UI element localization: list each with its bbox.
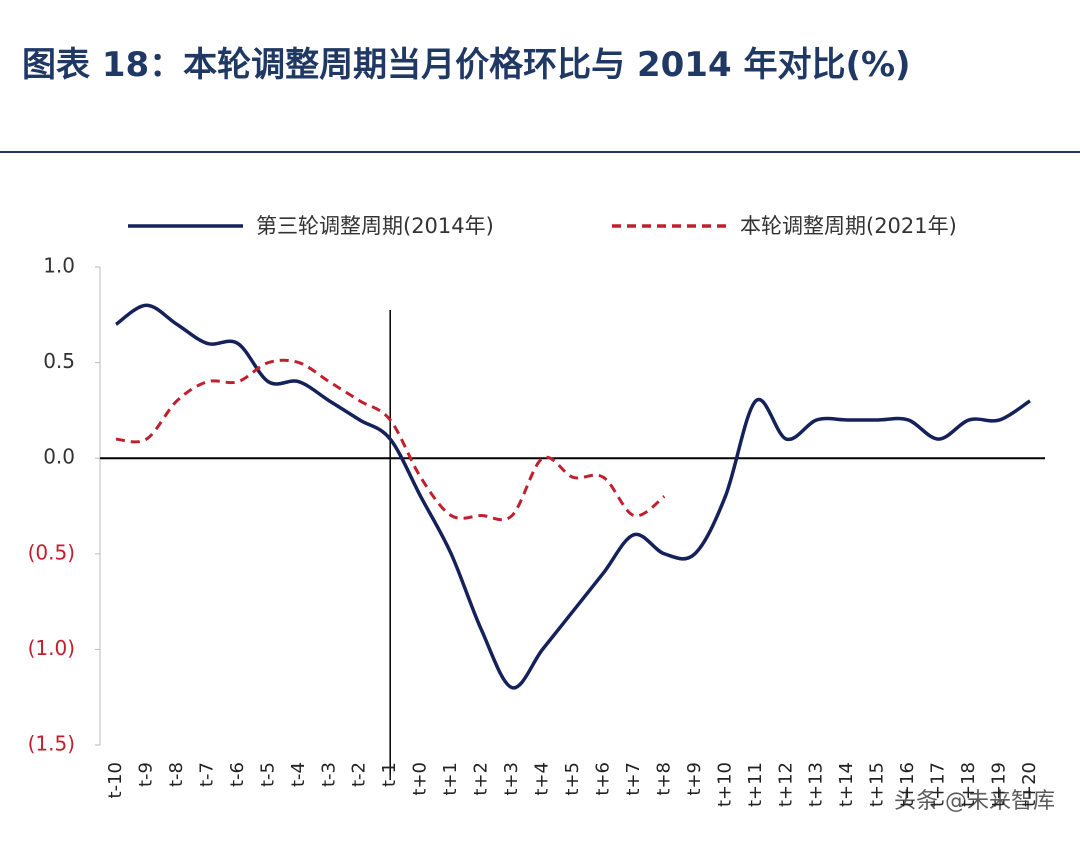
x-tick-label: t+11 [745, 762, 766, 807]
x-tick-label: t-8 [166, 762, 187, 787]
x-tick-label: t+6 [592, 762, 613, 796]
y-tick-label: (1.0) [28, 636, 75, 660]
x-tick-label: t+14 [836, 762, 857, 807]
x-tick-label: t-2 [349, 762, 370, 787]
x-tick-label: t+3 [501, 762, 522, 796]
x-tick-label: t+19 [989, 762, 1010, 807]
y-tick-label: 0.0 [43, 445, 75, 469]
x-tick-label: t-9 [135, 762, 156, 787]
x-tick-label: t-10 [105, 762, 126, 798]
series-line [114, 303, 1031, 690]
x-tick-label: t+9 [684, 762, 705, 796]
x-tick-label: t+7 [623, 762, 644, 796]
x-tick-label: t+2 [471, 762, 492, 796]
x-tick-label: t+5 [562, 762, 583, 796]
x-tick-label: t-3 [318, 762, 339, 787]
y-tick-label: 0.5 [43, 349, 75, 373]
x-tick-label: t+18 [958, 762, 979, 807]
x-tick-label: t-1 [379, 762, 400, 787]
y-tick-label: 1.0 [43, 254, 75, 278]
x-tick-label: t-6 [227, 762, 248, 787]
x-tick-label: t+12 [775, 762, 796, 807]
x-tick-label: t+4 [532, 762, 553, 796]
x-tick-label: t+15 [867, 762, 888, 807]
x-tick-label: t+10 [714, 762, 735, 807]
x-tick-label: t+13 [806, 762, 827, 807]
series-line [115, 358, 666, 522]
x-tick-label: t+17 [928, 762, 949, 807]
y-tick-label: (1.5) [28, 732, 75, 756]
x-tick-label: t+1 [440, 762, 461, 796]
x-tick-label: t-4 [288, 762, 309, 787]
y-tick-label: (0.5) [28, 540, 75, 564]
x-tick-label: t+20 [1019, 762, 1040, 807]
watermark: 头条 @未来智库 [894, 789, 1055, 814]
x-tick-label: t+8 [653, 762, 674, 796]
legend-label: 本轮调整周期(2021年) [740, 214, 957, 238]
legend-label: 第三轮调整周期(2014年) [256, 214, 494, 238]
x-tick-label: t-5 [257, 762, 278, 787]
chart-title: 图表 18：本轮调整周期当月价格环比与 2014 年对比(%) [22, 45, 911, 85]
x-tick-label: t+0 [410, 762, 431, 796]
x-tick-label: t-7 [196, 762, 217, 787]
x-tick-label: t+16 [897, 762, 918, 807]
